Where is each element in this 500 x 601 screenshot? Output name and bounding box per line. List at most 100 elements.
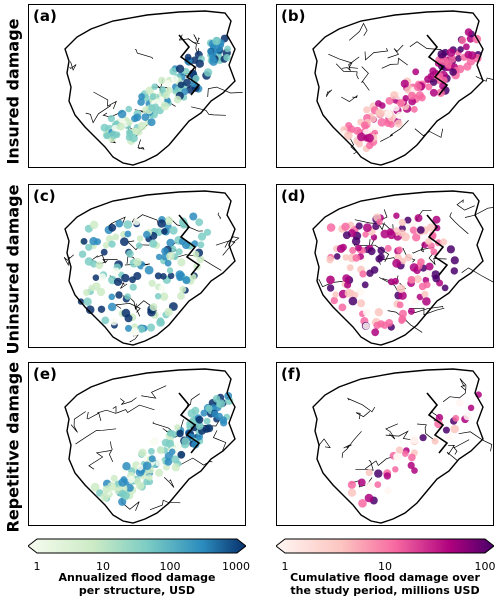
damage-point <box>344 281 352 289</box>
damage-point <box>449 68 457 76</box>
map-d <box>312 190 493 346</box>
damage-point <box>173 95 182 104</box>
damage-point <box>375 255 383 263</box>
damage-point <box>361 281 369 289</box>
damage-point <box>133 272 142 280</box>
damage-point <box>407 461 415 469</box>
damage-point <box>384 109 393 119</box>
row-label-uninsured: Uninsured damage <box>3 184 23 355</box>
damage-point <box>110 318 118 326</box>
map-panel-e: (e) <box>28 362 246 526</box>
damage-point <box>357 299 366 308</box>
damage-point <box>89 237 98 246</box>
watershed-lines <box>70 385 227 511</box>
damage-point <box>394 119 403 128</box>
damage-point <box>85 305 95 314</box>
damage-point <box>83 297 92 306</box>
damage-point <box>166 238 175 247</box>
damage-point <box>149 303 158 312</box>
damage-point <box>400 79 409 88</box>
damage-point <box>129 134 138 143</box>
damage-point <box>118 497 127 506</box>
damage-point <box>346 125 356 134</box>
damage-point <box>95 261 104 270</box>
damage-point <box>108 223 117 232</box>
damage-point <box>179 285 187 293</box>
damage-point <box>410 106 418 113</box>
row-label-repetitive: Repetitive damage <box>3 361 23 533</box>
damage-point <box>342 231 351 240</box>
panel-label-e: (e) <box>33 365 57 383</box>
damage-point <box>419 434 427 442</box>
damage-point <box>138 448 147 457</box>
damage-point <box>374 469 383 478</box>
damage-point <box>177 81 185 89</box>
damage-point <box>446 48 456 57</box>
damage-point <box>446 245 455 254</box>
map-f <box>312 368 493 524</box>
damage-point <box>107 482 117 491</box>
damage-point <box>363 106 371 114</box>
damage-point <box>224 45 232 53</box>
damage-point <box>89 220 99 229</box>
colorbar-right-title: Cumulative flood damage over the study p… <box>290 571 480 597</box>
damage-point <box>203 68 213 77</box>
damage-point <box>155 459 163 467</box>
panel-label-c: (c) <box>33 187 56 205</box>
damage-point <box>148 447 155 455</box>
damage-point <box>425 83 433 91</box>
damage-point <box>377 246 385 255</box>
damage-point <box>164 216 173 226</box>
map-a <box>64 10 243 166</box>
damage-point <box>181 88 189 96</box>
damage-point <box>160 273 167 280</box>
damage-point <box>191 406 200 415</box>
damage-point <box>435 413 444 422</box>
state-outline <box>64 368 236 524</box>
damage-point <box>437 49 447 59</box>
damage-point <box>347 480 356 489</box>
damage-point <box>377 118 387 127</box>
damage-point <box>326 256 334 264</box>
sound-coastline <box>178 392 201 454</box>
damage-point <box>409 226 418 234</box>
damage-point <box>158 284 166 292</box>
damage-point <box>455 398 464 407</box>
damage-point <box>181 437 190 446</box>
damage-point <box>118 478 127 487</box>
damage-point <box>197 241 205 249</box>
damage-point <box>156 446 165 455</box>
damage-point <box>85 243 93 251</box>
damage-point <box>326 284 335 292</box>
damage-point <box>170 75 179 84</box>
colorbar-left-title: Annualized flood damage per structure, U… <box>58 571 216 597</box>
damage-point <box>137 121 147 131</box>
panel-label-a: (a) <box>33 7 57 25</box>
damage-point <box>355 244 362 252</box>
damage-point <box>450 267 458 275</box>
damage-point <box>156 318 165 327</box>
damage-point <box>440 238 448 246</box>
damage-point <box>107 115 115 123</box>
damage-point <box>78 250 87 258</box>
damage-point <box>189 212 198 221</box>
damage-point <box>155 253 163 261</box>
damage-point <box>358 499 367 508</box>
sound-coastline <box>178 214 201 276</box>
damage-point <box>353 126 362 135</box>
damage-point <box>149 93 157 101</box>
damage-point <box>395 111 404 120</box>
damage-point <box>155 468 164 477</box>
damage-point <box>413 275 422 284</box>
damage-point <box>88 284 95 292</box>
damage-point <box>149 239 158 248</box>
damage-point <box>418 94 426 102</box>
damage-point <box>205 404 213 412</box>
damage-point <box>458 36 467 45</box>
damage-point <box>148 279 156 287</box>
colorbar-right-tick-100: 100 <box>474 560 496 573</box>
damage-point <box>445 433 453 441</box>
damage-point <box>90 482 100 492</box>
state-outline <box>312 190 484 346</box>
colorbar-left-tick-10: 10 <box>96 560 110 573</box>
